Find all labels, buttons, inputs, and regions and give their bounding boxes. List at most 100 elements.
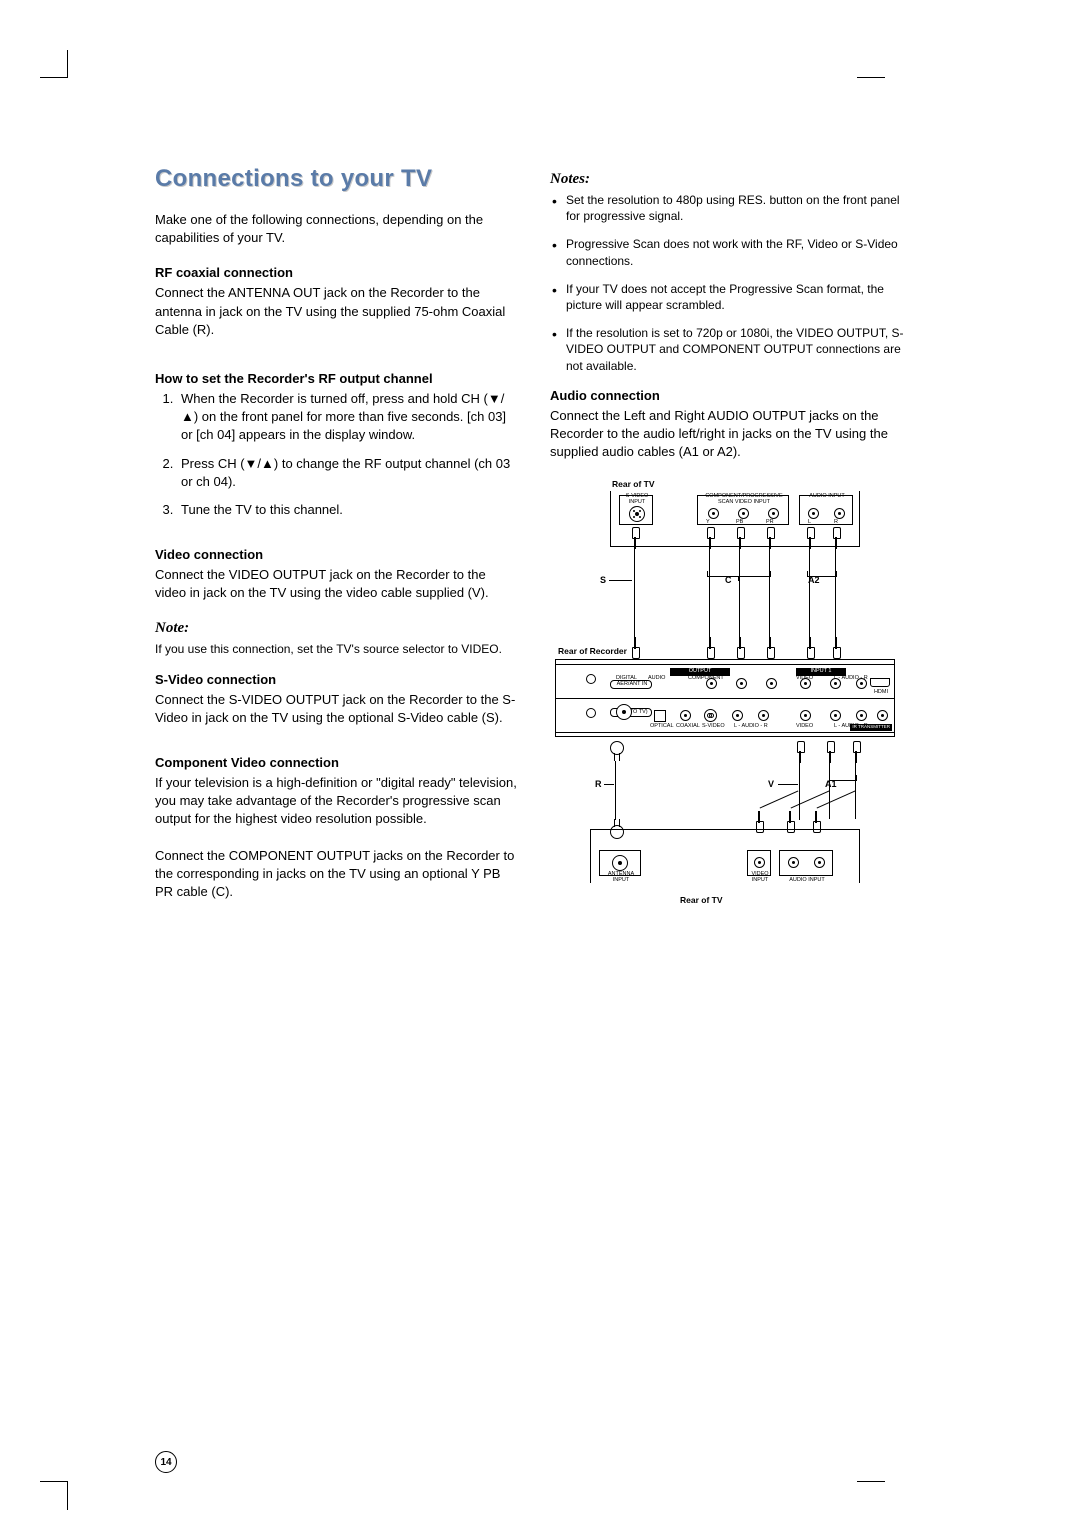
crop-mark (67, 1482, 68, 1510)
component-heading: Component Video connection (155, 755, 520, 770)
label-s: S (600, 575, 606, 585)
hdmi-port (870, 678, 890, 687)
audio-out2-l (830, 710, 841, 721)
note-item: Progressive Scan does not work with the … (550, 236, 915, 268)
plug-up (736, 637, 744, 659)
ant-in-jack (612, 855, 628, 871)
video-note-text: If you use this connection, set the TV's… (155, 641, 520, 657)
audio-heading: Audio connection (550, 388, 915, 403)
component-input-box: COMPONENT/PROGRESSIVE SCAN VIDEO INPUT Y… (697, 495, 789, 525)
crop-mark (40, 77, 68, 78)
video-heading: Video connection (155, 547, 520, 562)
note-item: If the resolution is set to 720p or 1080… (550, 325, 915, 374)
intro-text: Make one of the following connections, d… (155, 211, 520, 247)
step-1: When the Recorder is turned off, press a… (177, 390, 520, 445)
component-p2: Connect the COMPONENT OUTPUT jacks on th… (155, 847, 520, 902)
page-number-text: 14 (160, 1457, 171, 1468)
plug-pr (766, 527, 774, 549)
svideo-label: S-VIDEO INPUT (620, 494, 654, 505)
plug-down (852, 741, 860, 763)
antenna-input-box: ANTENNA INPUT (599, 850, 641, 876)
plug-down (796, 741, 804, 763)
note-item: If your TV does not accept the Progressi… (550, 281, 915, 313)
label-rear-tv-top: Rear of TV (612, 479, 655, 489)
crop-mark (857, 1481, 885, 1482)
aer-ant-box: AER/ANT IN (610, 680, 652, 689)
plug-down (826, 741, 834, 763)
rf-heading: RF coaxial connection (155, 265, 520, 280)
svideo-jack (629, 506, 645, 522)
page-number: 14 (155, 1451, 177, 1473)
audio-l-jack (808, 508, 819, 519)
video-input-box: VIDEO INPUT (747, 850, 771, 876)
connection-diagram: Rear of TV S-VIDEO INPUT COMPONENT/PROGR… (550, 479, 900, 939)
page-title: Connections to your TV (155, 165, 520, 193)
coax-plug (610, 741, 622, 761)
audio-out-r-jack (758, 710, 769, 721)
video-text: Connect the VIDEO OUTPUT jack on the Rec… (155, 566, 520, 602)
tv-top-panel: S-VIDEO INPUT COMPONENT/PROGRESSIVE SCAN… (610, 491, 860, 547)
screw-icon (586, 708, 596, 718)
right-column: Notes: Set the resolution to 480p using … (550, 165, 915, 939)
plug-up (631, 637, 639, 659)
video-out-jack (800, 710, 811, 721)
screw-icon (586, 674, 596, 684)
plug-svideo (631, 527, 639, 549)
video-in-jack2 (754, 857, 765, 868)
page-content: Connections to your TV Make one of the f… (155, 165, 915, 939)
audio-text: Connect the Left and Right AUDIO OUTPUT … (550, 407, 915, 462)
left-column: Connections to your TV Make one of the f… (155, 165, 520, 939)
svideo-text: Connect the S-VIDEO OUTPUT jack on the R… (155, 691, 520, 727)
svideo-input-box: S-VIDEO INPUT (619, 495, 653, 525)
video-in-jack (800, 678, 811, 689)
y-out-jack (706, 678, 717, 689)
plug-ar (832, 527, 840, 549)
rf-set-heading: How to set the Recorder's RF output chan… (155, 371, 520, 386)
recorder-panel: OUTPUT INPUT 1 DIGITAL AUDIO COMPONENT V… (555, 659, 895, 737)
coax-jack (680, 710, 691, 721)
audio-input-box: AUDIO INPUT L R (799, 495, 853, 525)
ant-out-jack (616, 704, 632, 720)
note-item: Set the resolution to 480p using RES. bu… (550, 192, 915, 224)
video-note-heading: Note: (155, 620, 520, 637)
audio-in-l2 (788, 857, 799, 868)
pb-out-jack (736, 678, 747, 689)
step-2: Press CH (▼/▲) to change the RF output c… (177, 455, 520, 491)
step-3: Tune the TV to this channel. (177, 501, 520, 519)
audio-out2-r (856, 710, 867, 721)
optical-port (654, 710, 666, 722)
audio-in-r2 (814, 857, 825, 868)
label-rear-tv-bottom: Rear of TV (680, 895, 723, 905)
notes-heading: Notes: (550, 171, 915, 188)
audio-r-jack (834, 508, 845, 519)
plug-y (706, 527, 714, 549)
pb-jack (738, 508, 749, 519)
crop-mark (40, 1481, 68, 1482)
crop-mark (67, 50, 68, 78)
component-label: COMPONENT/PROGRESSIVE SCAN VIDEO INPUT (698, 494, 790, 505)
label-rear-recorder: Rear of Recorder (558, 646, 627, 656)
pr-out-jack (766, 678, 777, 689)
plug-pb (736, 527, 744, 549)
audio-input-box2: AUDIO INPUT (779, 850, 833, 876)
audio-label: AUDIO INPUT (800, 494, 854, 500)
ir-jack (877, 710, 888, 721)
plug-up (706, 637, 714, 659)
audio-out-l-jack (732, 710, 743, 721)
pr-jack (768, 508, 779, 519)
label-r: R (595, 779, 602, 789)
crop-mark (857, 77, 885, 78)
plug-up (832, 637, 840, 659)
plug-up (806, 637, 814, 659)
svideo-heading: S-Video connection (155, 672, 520, 687)
svideo-out-jack (704, 709, 717, 722)
rf-text: Connect the ANTENNA OUT jack on the Reco… (155, 284, 520, 339)
component-p1: If your television is a high-definition … (155, 774, 520, 829)
notes-list: Set the resolution to 480p using RES. bu… (550, 192, 915, 374)
y-jack (708, 508, 719, 519)
plug-up (766, 637, 774, 659)
label-v: V (768, 779, 774, 789)
plug-al (806, 527, 814, 549)
tv-bottom-panel: ANTENNA INPUT VIDEO INPUT AUDIO INPUT (590, 829, 860, 883)
rf-set-steps: When the Recorder is turned off, press a… (155, 390, 520, 519)
